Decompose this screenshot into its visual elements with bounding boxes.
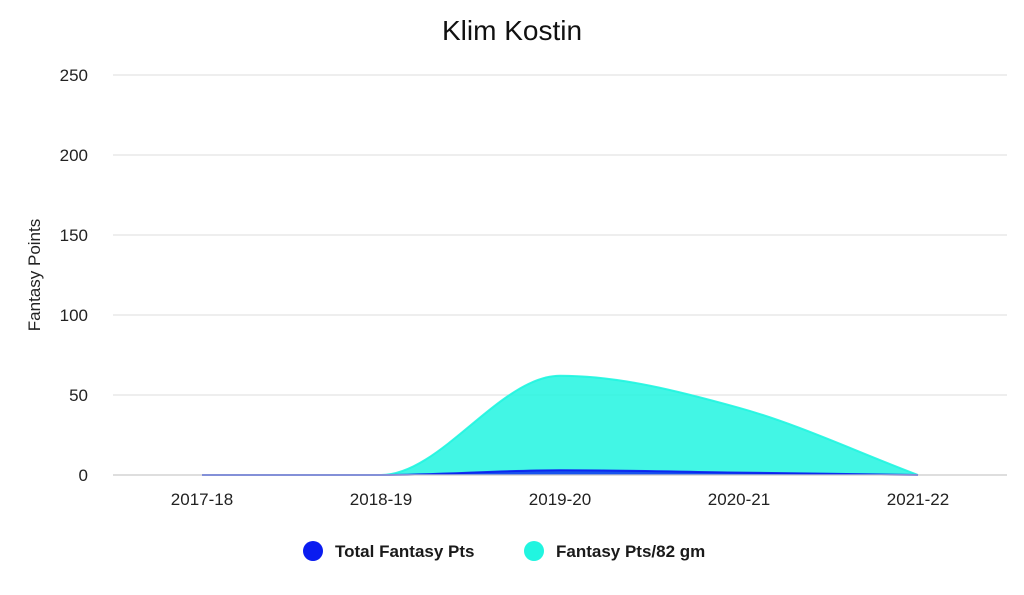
area-series-0 (202, 470, 918, 475)
y-tick-label: 150 (60, 226, 88, 245)
chart-title: Klim Kostin (442, 15, 582, 46)
legend-swatch (303, 541, 323, 561)
legend: Total Fantasy Pts Fantasy Pts/82 gm (303, 541, 705, 561)
series-areas (201, 374, 919, 477)
y-tick-label: 0 (79, 466, 88, 485)
gridlines (113, 74, 1007, 396)
y-tick-label: 100 (60, 306, 88, 325)
y-tick-label: 50 (69, 386, 88, 405)
x-tick-label: 2019-20 (529, 490, 591, 509)
legend-item-0[interactable]: Total Fantasy Pts (303, 541, 475, 561)
x-axis-ticks: 2017-18 2018-19 2019-20 2020-21 2021-22 (171, 490, 949, 509)
legend-label: Total Fantasy Pts (335, 542, 475, 561)
x-tick-label: 2017-18 (171, 490, 233, 509)
legend-swatch (524, 541, 544, 561)
y-axis-label: Fantasy Points (25, 219, 44, 331)
y-axis-ticks: 0 50 100 150 200 250 (60, 66, 88, 485)
legend-item-1[interactable]: Fantasy Pts/82 gm (524, 541, 705, 561)
area-series-1 (202, 375, 918, 475)
legend-label: Fantasy Pts/82 gm (556, 542, 705, 561)
x-tick-label: 2021-22 (887, 490, 949, 509)
y-tick-label: 250 (60, 66, 88, 85)
x-tick-label: 2018-19 (350, 490, 412, 509)
x-tick-label: 2020-21 (708, 490, 770, 509)
y-tick-label: 200 (60, 146, 88, 165)
